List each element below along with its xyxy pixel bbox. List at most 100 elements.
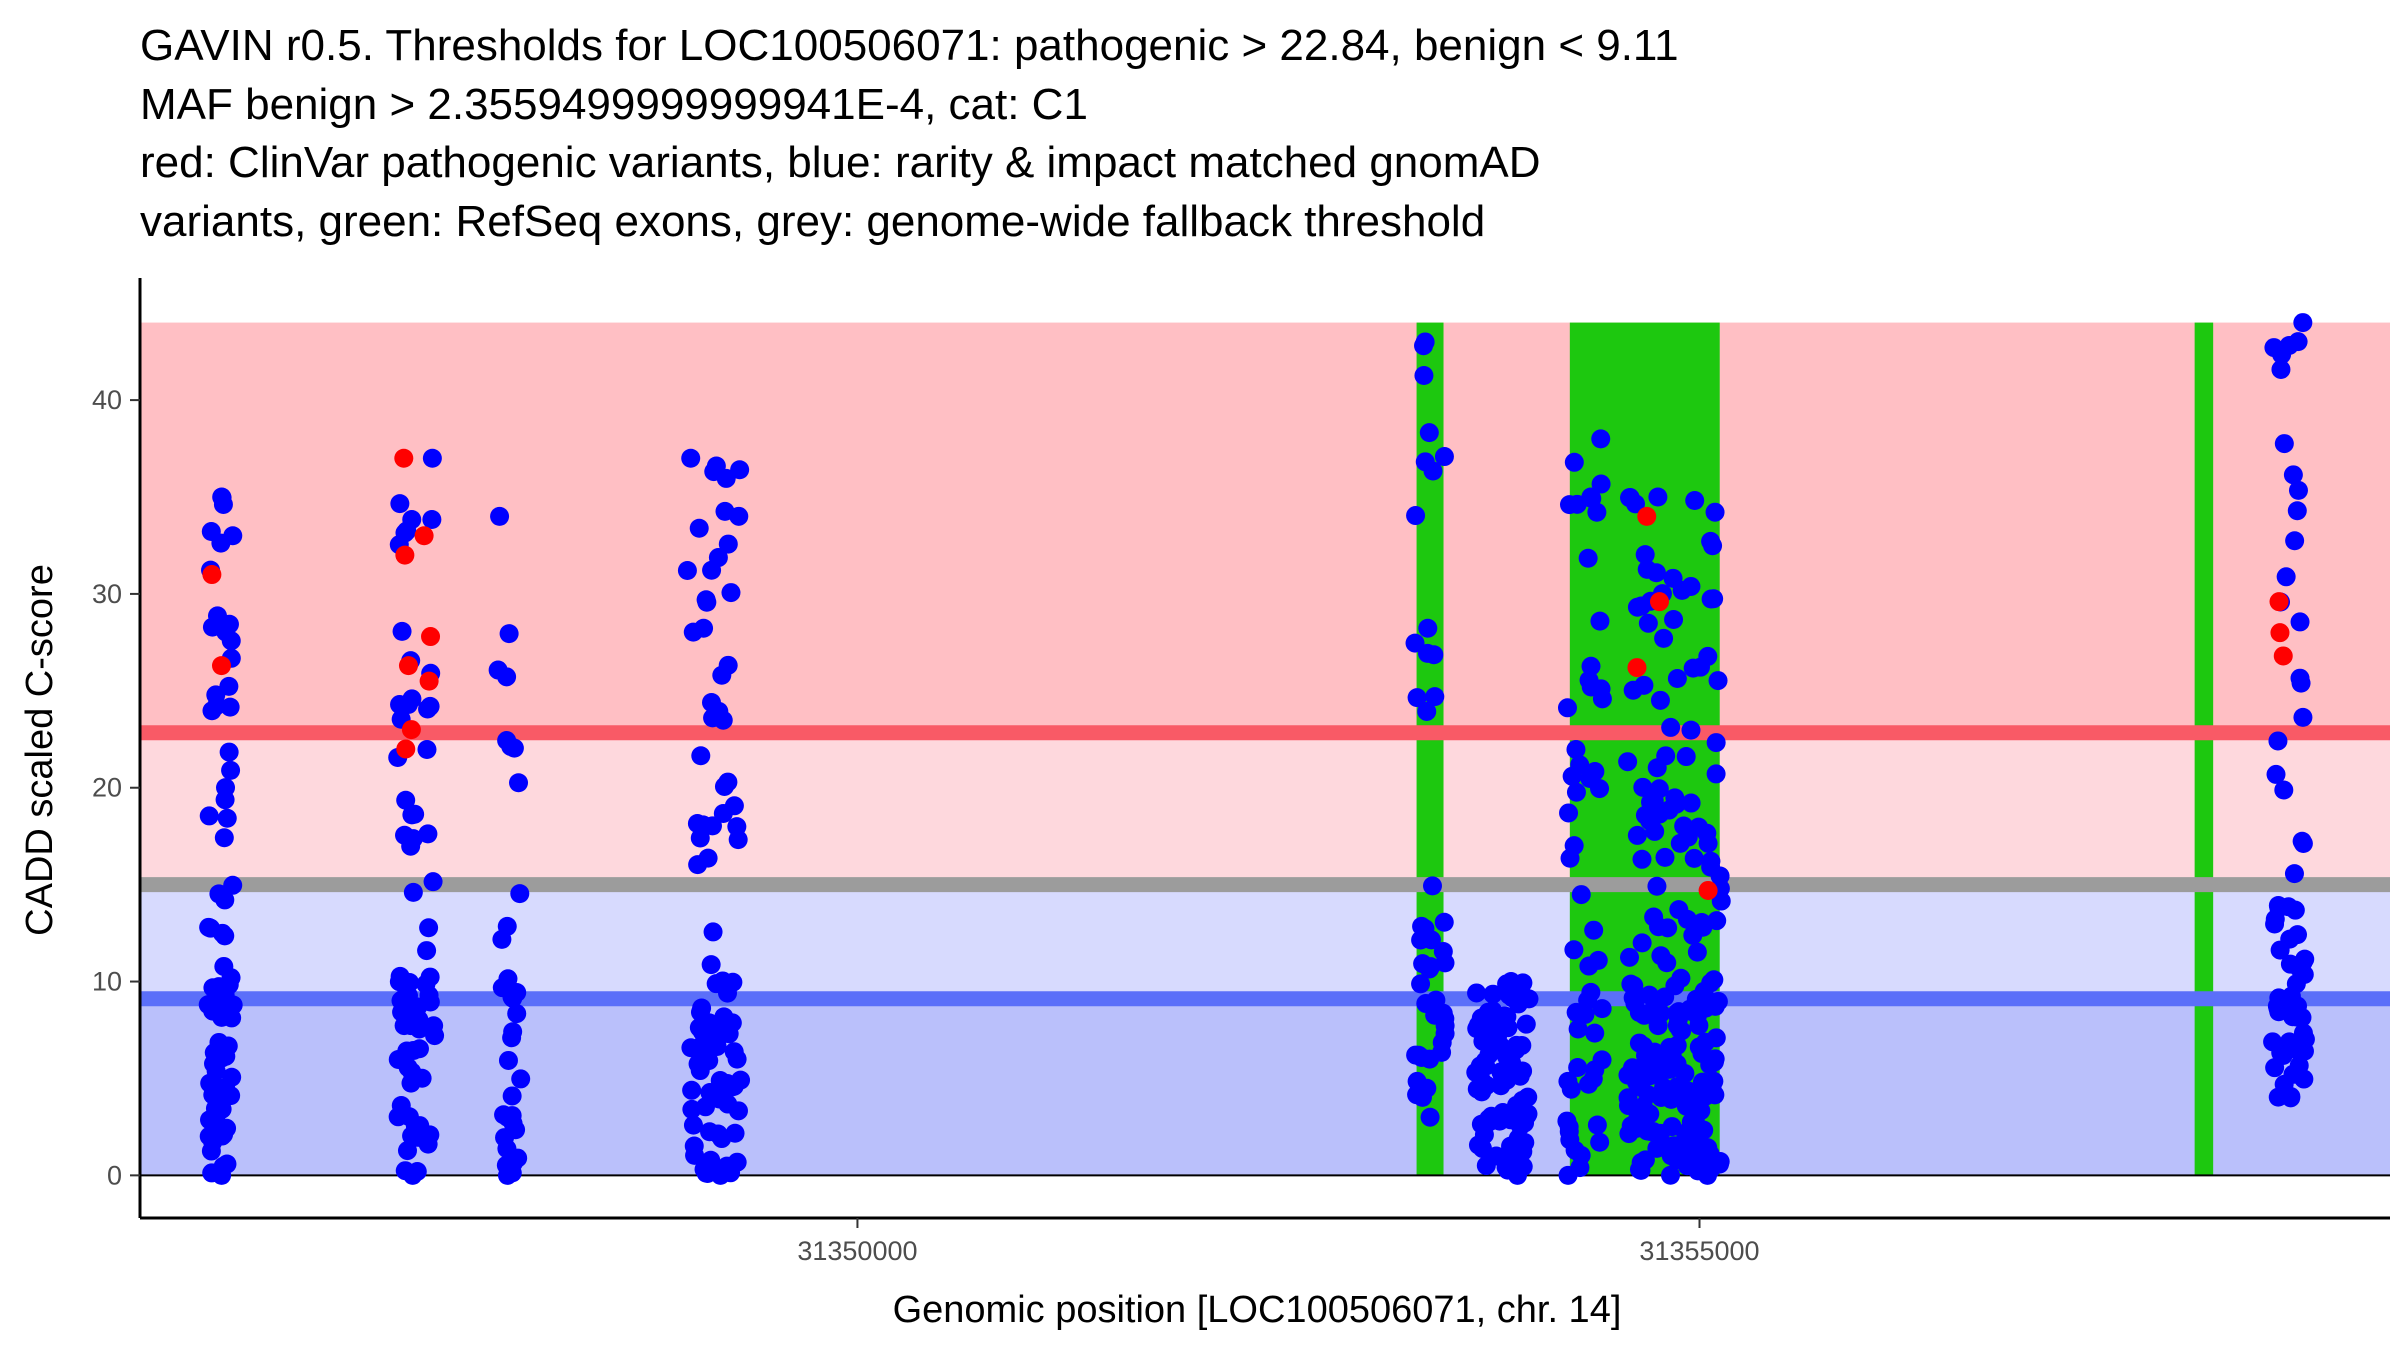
gnomad-variant-point (1581, 982, 1601, 1002)
gnomad-variant-point (2293, 313, 2313, 333)
gnomad-variant-point (1564, 452, 1584, 472)
gnomad-variant-point (706, 456, 726, 476)
clinvar-pathogenic-point (1627, 658, 1647, 678)
gnomad-variant-point (1640, 1121, 1660, 1141)
gnomad-variant-point (2293, 707, 2313, 727)
gnomad-variant-point (1476, 1056, 1496, 1076)
gnomad-variant-point (1560, 495, 1580, 515)
gnomad-variant-point (1685, 490, 1705, 510)
gnomad-variant-point (2264, 338, 2284, 358)
gnomad-variant-point (1434, 912, 1454, 932)
gnomad-variant-point (2271, 359, 2291, 379)
clinvar-pathogenic-point (1649, 592, 1669, 612)
gnomad-variant-point (1705, 996, 1725, 1016)
gnomad-variant-point (1590, 779, 1610, 799)
gnomad-variant-point (1652, 1053, 1672, 1073)
gnomad-variant-point (503, 1022, 523, 1042)
gnomad-variant-point (1633, 777, 1653, 797)
gnomad-variant-point (1705, 502, 1725, 522)
gnomad-variant-point (690, 1061, 710, 1081)
gnomad-variant-point (1495, 1063, 1515, 1083)
gnomad-variant-point (1519, 989, 1539, 1009)
clinvar-pathogenic-point (398, 656, 418, 676)
gnomad-variant-point (1618, 752, 1638, 772)
gnomad-variant-point (1483, 1001, 1503, 1021)
gnomad-variant-point (721, 583, 741, 603)
gnomad-variant-point (1631, 1077, 1651, 1097)
gnomad-variant-point (2293, 834, 2313, 854)
gnomad-variant-point (1620, 947, 1640, 967)
gnomad-variant-point (724, 1042, 744, 1062)
gnomad-variant-point (397, 1141, 417, 1161)
gnomad-variant-point (1434, 447, 1454, 467)
gnomad-variant-point (214, 828, 234, 848)
gnomad-variant-point (215, 981, 235, 1001)
y-tick-label: 40 (92, 385, 122, 415)
gnomad-variant-point (691, 746, 711, 766)
gnomad-variant-point (688, 855, 708, 875)
gnomad-variant-point (203, 1132, 223, 1152)
gnomad-variant-point (2287, 501, 2307, 521)
gnomad-variant-point (1654, 628, 1674, 648)
gnomad-variant-point (722, 1077, 742, 1097)
gnomad-variant-point (1667, 668, 1687, 688)
gnomad-variant-point (694, 618, 714, 638)
gnomad-variant-point (207, 606, 227, 626)
gnomad-variant-point (422, 1018, 442, 1038)
gnomad-variant-point (1415, 919, 1435, 939)
gnomad-variant-point (1646, 563, 1666, 583)
gnomad-variant-point (1706, 764, 1726, 784)
gnomad-variant-point (1422, 876, 1442, 896)
gnomad-variant-point (501, 736, 521, 756)
gnomad-variant-point (1687, 942, 1707, 962)
gnomad-variant-point (2288, 480, 2308, 500)
gnomad-variant-point (1689, 1016, 1709, 1036)
gnomad-variant-point (1578, 548, 1598, 568)
gnomad-variant-point (1414, 366, 1434, 386)
gnomad-variant-point (1624, 976, 1644, 996)
gnomad-variant-point (2274, 434, 2294, 454)
gnomad-variant-point (715, 501, 735, 521)
gnomad-variant-point (1467, 1019, 1487, 1039)
gnomad-variant-point (689, 518, 709, 538)
gnomad-variant-point (1681, 720, 1701, 740)
gnomad-variant-point (1407, 1085, 1427, 1105)
gnomad-variant-point (1684, 848, 1704, 868)
gnomad-variant-point (1656, 746, 1676, 766)
gnomad-variant-point (1650, 690, 1670, 710)
gnomad-variant-point (502, 1086, 522, 1106)
gnomad-variant-point (703, 922, 723, 942)
gnomad-variant-point (215, 890, 235, 910)
gnomad-variant-point (1581, 656, 1601, 676)
gnomad-variant-point (2295, 1029, 2315, 1049)
gnomad-variant-point (1490, 1037, 1510, 1057)
gnomad-variant-point (1516, 1014, 1536, 1034)
gnomad-variant-point (1584, 920, 1604, 940)
gnomad-variant-point (1698, 646, 1718, 666)
gnomad-variant-point (728, 830, 748, 850)
gnomad-variant-point (708, 1124, 728, 1144)
gnomad-variant-point (1675, 1064, 1695, 1084)
gnomad-variant-point (2285, 900, 2305, 920)
gnomad-variant-point (2286, 1007, 2306, 1027)
gnomad-variant-point (718, 534, 738, 554)
gnomad-variant-point (1658, 918, 1678, 938)
gnomad-variant-point (217, 1154, 237, 1174)
gnomad-variant-point (395, 523, 415, 543)
clinvar-pathogenic-point (202, 565, 222, 585)
clinvar-pathogenic-point (2270, 623, 2290, 643)
gnomad-variant-point (1579, 1074, 1599, 1094)
gnomad-variant-point (1559, 1117, 1579, 1137)
x-axis-title: Genomic position [LOC100506071, chr. 14] (893, 1289, 1622, 1331)
gnomad-variant-point (1420, 1107, 1440, 1127)
gnomad-variant-point (713, 804, 733, 824)
clinvar-pathogenic-point (394, 448, 414, 468)
gnomad-variant-point (1661, 717, 1681, 737)
gnomad-variant-point (1645, 821, 1665, 841)
gnomad-variant-point (213, 494, 233, 514)
gnomad-variant-point (396, 790, 416, 810)
gnomad-variant-point (495, 1128, 515, 1148)
gnomad-variant-point (682, 1080, 702, 1100)
gnomad-variant-point (1655, 847, 1675, 867)
gnomad-variant-point (677, 561, 697, 581)
